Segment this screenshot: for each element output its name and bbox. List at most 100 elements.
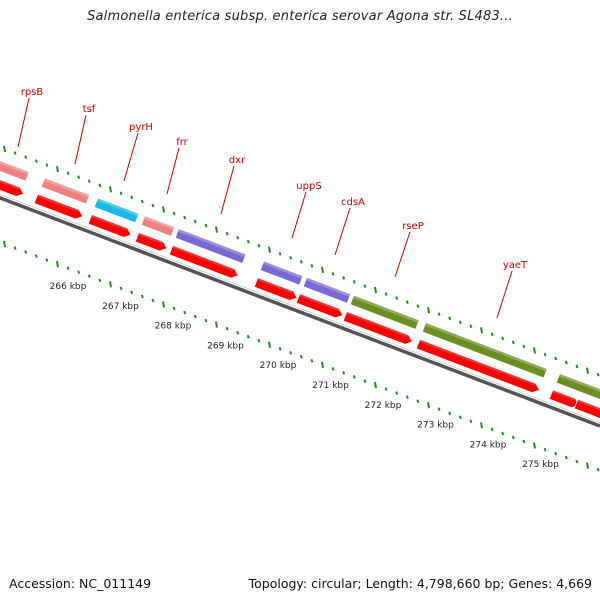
gene-bar-rseP — [349, 294, 420, 330]
cds-arrow — [87, 214, 132, 238]
cds-arrow — [33, 193, 84, 220]
upper-ring-minor-tick — [77, 175, 81, 180]
gene-pointer-rseP — [394, 231, 411, 278]
upper-ring-minor-tick — [384, 292, 388, 296]
upper-ring-minor-tick — [34, 159, 38, 163]
gene-bar-cdsA — [302, 276, 352, 304]
lower-ring-major-tick — [533, 442, 536, 449]
gene-label-layer: rpsB tsf pyrH frr dxr uppS cdsA rseP yaeT — [17, 87, 528, 319]
lower-ring-minor-tick — [278, 346, 282, 351]
lower-ring-minor-tick — [257, 338, 261, 343]
kbp-label: 270 kbp — [260, 361, 297, 371]
cds-arrow-track — [0, 176, 600, 422]
lower-ring-major-tick — [162, 301, 165, 308]
gene-bar-tsf — [40, 177, 91, 205]
upper-ring-minor-tick — [246, 239, 250, 244]
gene-pointer-dxr — [220, 165, 235, 215]
lower-ring-minor-tick — [416, 399, 420, 403]
lower-ring-minor-tick — [77, 270, 81, 275]
upper-ring-minor-tick — [331, 272, 335, 276]
lower-ring-minor-tick — [352, 375, 356, 379]
lower-ring-major-tick — [480, 422, 483, 429]
summary-text: Topology: circular; Length: 4,798,660 bp… — [248, 576, 592, 591]
gene-bar-track — [0, 157, 600, 402]
upper-ring-minor-tick — [342, 276, 346, 280]
lower-ring-major-tick — [321, 361, 324, 369]
backbone — [0, 196, 600, 428]
lower-ring-minor-tick — [246, 334, 250, 339]
upper-ring-minor-tick — [98, 183, 102, 188]
upper-ring-minor-tick — [236, 235, 240, 240]
upper-ring-minor-tick — [310, 264, 314, 268]
lower-ring-minor-tick — [554, 451, 558, 456]
upper-ring-minor-tick — [554, 356, 558, 361]
upper-ring-minor-tick — [469, 324, 473, 329]
lower-ring-minor-tick — [511, 435, 515, 440]
upper-ring-major-tick — [533, 347, 536, 354]
lower-ring-minor-tick — [98, 278, 102, 283]
upper-ring-minor-tick — [140, 199, 144, 204]
lower-ring-minor-tick — [448, 411, 452, 416]
gene-label-cdsA: cdsA — [341, 197, 365, 208]
upper-ring-major-tick — [56, 165, 59, 173]
upper-ring-major-tick — [268, 246, 271, 253]
lower-ring-minor-tick — [501, 431, 505, 436]
lower-ring-major-tick — [268, 341, 271, 348]
gene-label-rseP: rseP — [402, 221, 424, 232]
upper-ring-major-tick — [427, 307, 430, 314]
upper-ring-minor-tick — [225, 231, 229, 236]
lower-ring-minor-tick — [119, 286, 123, 291]
upper-ring-minor-tick — [575, 364, 579, 369]
cds-arrow — [168, 244, 239, 279]
upper-ring-minor-tick — [522, 344, 526, 349]
lower-ring-major-tick — [586, 462, 589, 469]
upper-ring-major-tick — [109, 186, 112, 193]
lower-ring-minor-tick — [24, 250, 28, 254]
lower-ring-minor-tick — [236, 330, 240, 335]
lower-ring-minor-tick — [342, 371, 346, 375]
lower-ring-minor-tick — [596, 467, 600, 472]
upper-ring-major-tick — [586, 367, 589, 374]
lower-ring-minor-tick — [140, 294, 144, 299]
upper-ring-minor-tick — [352, 280, 356, 284]
lower-ring-minor-tick — [183, 310, 187, 315]
upper-ring-minor-tick — [130, 195, 134, 200]
upper-tick-ring — [3, 145, 600, 377]
lower-ring-minor-tick — [405, 395, 409, 399]
lower-ring-minor-tick — [289, 350, 293, 355]
upper-ring-major-tick — [374, 286, 377, 294]
accession-text: Accession: NC_011149 — [9, 576, 152, 591]
upper-ring-minor-tick — [151, 203, 155, 208]
lower-ring-minor-tick — [151, 298, 155, 303]
lower-ring-minor-tick — [172, 306, 176, 311]
upper-ring-minor-tick — [437, 312, 441, 317]
cds-arrow — [573, 398, 600, 422]
upper-ring-minor-tick — [299, 260, 303, 264]
lower-ring-major-tick — [109, 281, 112, 288]
lower-ring-minor-tick — [395, 391, 399, 395]
upper-ring-minor-tick — [543, 352, 547, 357]
gene-pointer-frr — [166, 147, 180, 195]
gene-bar-pyrH — [93, 197, 140, 224]
kbp-label: 273 kbp — [417, 421, 454, 431]
lower-ring-minor-tick — [193, 314, 197, 319]
upper-ring-minor-tick — [564, 360, 568, 365]
lower-ring-minor-tick — [204, 318, 208, 323]
upper-ring-minor-tick — [490, 332, 494, 337]
cds-arrow — [0, 176, 25, 197]
gene-pointer-yaeT — [496, 270, 513, 319]
upper-ring-major-tick — [215, 226, 218, 233]
gene-bar-yaeT — [555, 372, 600, 402]
lower-ring-minor-tick — [363, 379, 367, 383]
lower-ring-minor-tick — [458, 415, 462, 420]
upper-ring-minor-tick — [363, 284, 367, 288]
lower-ring-minor-tick — [87, 274, 91, 279]
cds-arrow — [415, 338, 541, 394]
lower-ring-major-tick — [56, 260, 59, 268]
gene-pointer-rpsB — [17, 97, 30, 148]
cds-arrow — [295, 293, 344, 319]
upper-ring-minor-tick — [448, 316, 452, 321]
upper-ring-minor-tick — [501, 336, 505, 341]
lower-ring-major-tick — [374, 381, 377, 389]
kbp-label: 267 kbp — [102, 302, 139, 312]
